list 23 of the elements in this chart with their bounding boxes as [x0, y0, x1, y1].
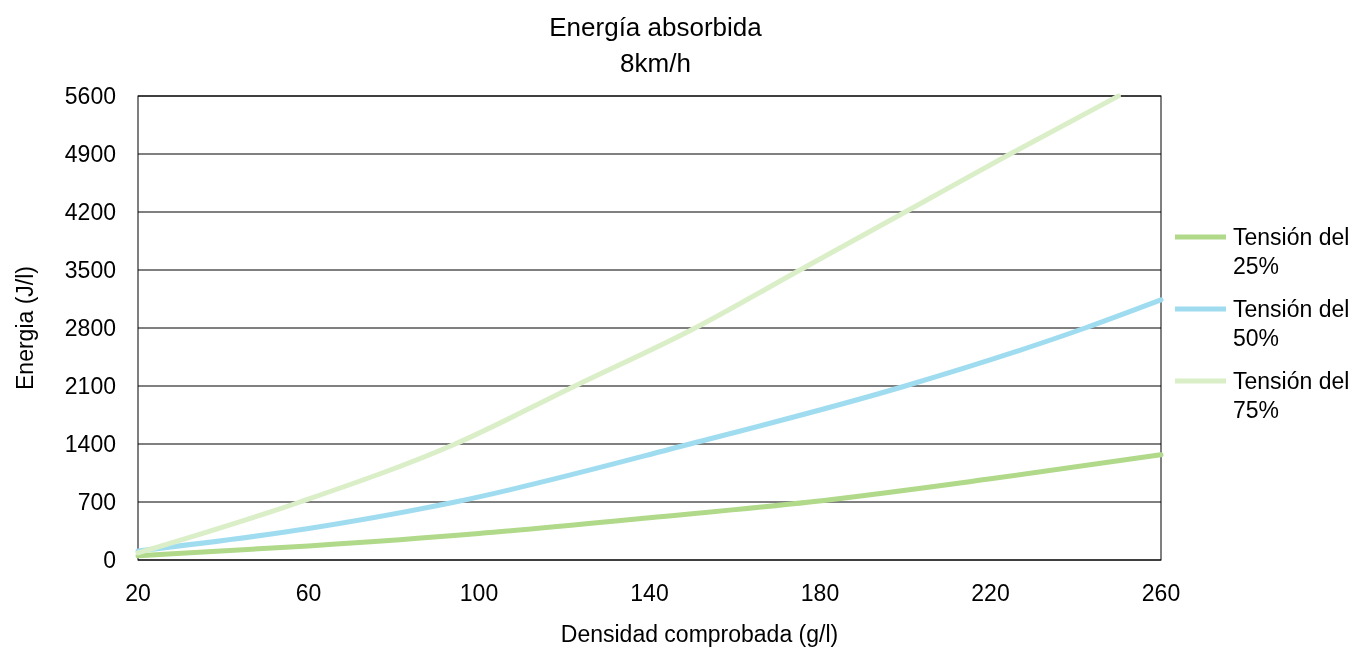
x-tick-label: 20 [125, 580, 151, 606]
y-tick-label: 2800 [64, 315, 116, 341]
x-tick-label: 220 [971, 580, 1010, 606]
x-tick-label: 100 [459, 580, 499, 606]
legend-label: Tensión del 50% [1233, 296, 1350, 351]
y-axis-title: Energia (J/l) [12, 266, 38, 390]
y-tick-label: 2100 [64, 373, 116, 399]
chart-subtitle: 8km/h [620, 48, 691, 78]
x-tick-label: 260 [1141, 580, 1181, 606]
y-tick-label: 4900 [64, 141, 116, 167]
y-tick-label: 700 [77, 489, 116, 515]
x-axis-title: Densidad comprobada (g/l) [560, 621, 839, 647]
y-tick-label: 4200 [64, 199, 116, 225]
x-tick-label: 180 [800, 580, 840, 606]
x-tick-label: 60 [295, 580, 322, 606]
y-tick-label: 0 [103, 547, 116, 573]
y-tick-label: 3500 [64, 257, 116, 283]
legend-label: Tensión del 75% [1233, 368, 1350, 423]
x-tick-label: 140 [630, 580, 669, 606]
y-tick-label: 1400 [64, 431, 116, 457]
y-tick-label: 5600 [64, 83, 116, 109]
legend-label: Tensión del 25% [1233, 224, 1350, 279]
chart-title: Energía absorbida [549, 12, 763, 42]
